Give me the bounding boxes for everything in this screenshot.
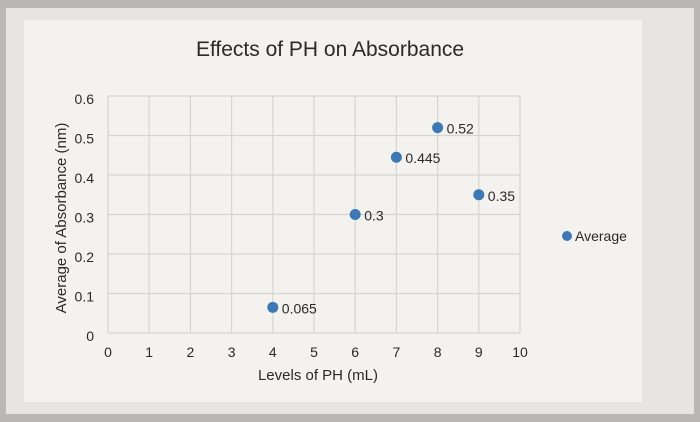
chart-frame <box>6 8 694 414</box>
x-tick-label: 8 <box>434 344 442 360</box>
y-tick-label: 0.3 <box>75 210 95 226</box>
chart-paper <box>24 20 642 402</box>
x-tick-label: 4 <box>269 344 277 360</box>
legend-entry-average: Average <box>575 228 627 244</box>
x-tick-label: 0 <box>104 344 112 360</box>
y-tick-label: 0.6 <box>75 91 95 107</box>
y-tick-label: 0.4 <box>75 170 95 186</box>
data-points <box>267 122 485 313</box>
chart-title: Effects of PH on Absorbance <box>196 38 464 61</box>
x-tick-label: 3 <box>228 344 236 360</box>
x-tick-label: 2 <box>187 344 195 360</box>
x-tick-label: 9 <box>475 344 483 360</box>
legend: Average <box>562 228 627 244</box>
x-tick-label: 10 <box>512 344 528 360</box>
data-label: 0.52 <box>447 121 474 137</box>
x-tick-label: 1 <box>145 344 153 360</box>
y-axis-ticks: 0 0.1 0.2 0.3 0.4 0.5 0.6 <box>75 91 95 344</box>
x-axis-label: Levels of PH (mL) <box>258 367 378 384</box>
data-point <box>473 189 485 201</box>
x-tick-label: 5 <box>310 344 318 360</box>
data-label: 0.065 <box>282 300 317 316</box>
data-point <box>349 209 361 220</box>
data-point <box>432 122 444 134</box>
data-labels: 0.065 0.3 0.445 0.52 0.35 <box>282 121 515 317</box>
x-tick-label: 6 <box>351 344 359 360</box>
data-label: 0.445 <box>405 150 440 166</box>
y-tick-label: 0 <box>86 328 94 344</box>
y-axis-label: Average of Absorbance (nm) <box>53 123 70 314</box>
legend-marker <box>562 231 572 241</box>
x-axis-ticks: 0 1 2 3 4 5 6 7 8 9 10 <box>104 344 528 360</box>
y-tick-label: 0.5 <box>75 131 95 147</box>
data-point <box>267 301 279 313</box>
x-tick-label: 7 <box>393 344 401 360</box>
data-point <box>390 151 402 163</box>
y-tick-label: 0.1 <box>75 289 95 305</box>
data-label: 0.35 <box>488 188 515 204</box>
y-tick-label: 0.2 <box>75 249 95 265</box>
data-label: 0.3 <box>364 208 384 224</box>
